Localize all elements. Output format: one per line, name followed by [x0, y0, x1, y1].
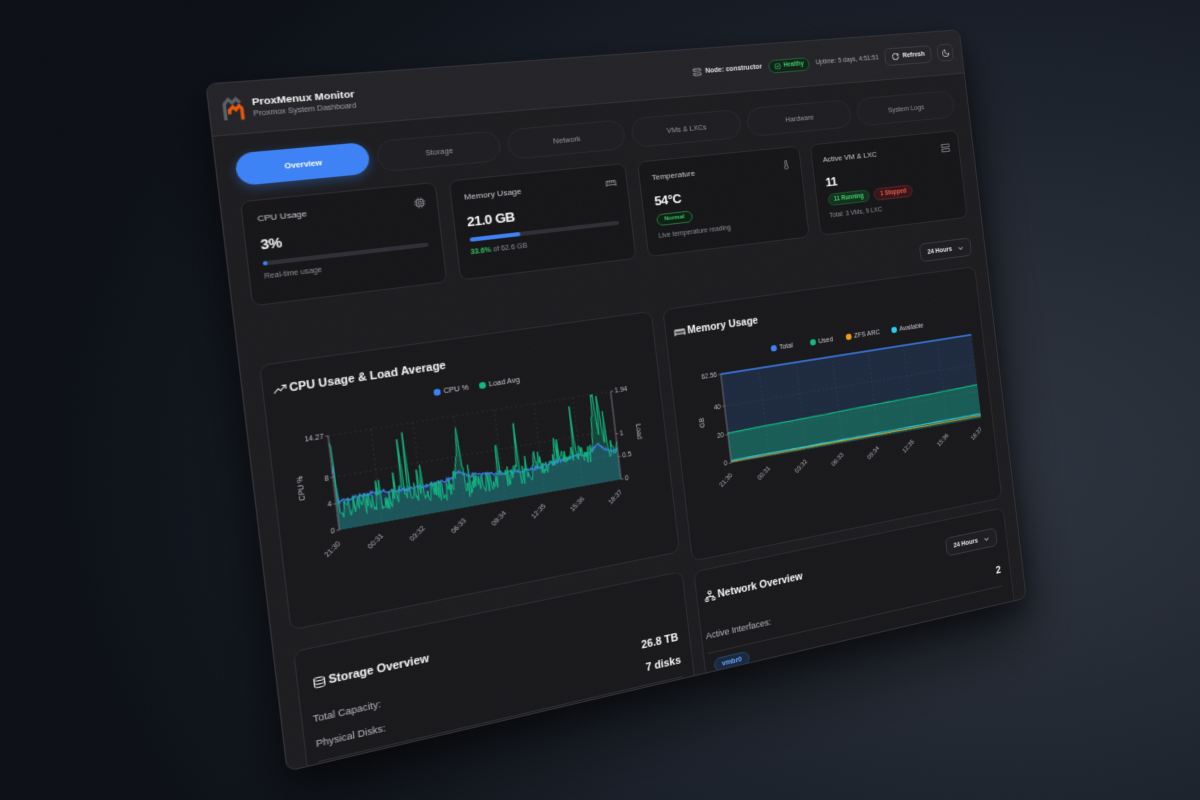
svg-text:18:37: 18:37: [607, 488, 624, 505]
svg-text:62.56: 62.56: [701, 371, 717, 381]
svg-text:00:31: 00:31: [756, 465, 772, 482]
svg-text:40: 40: [713, 403, 721, 412]
svg-text:8: 8: [324, 474, 329, 483]
svg-text:GB: GB: [697, 417, 706, 429]
svg-text:06:33: 06:33: [830, 451, 845, 467]
svg-text:21:30: 21:30: [323, 540, 343, 559]
svg-text:0: 0: [330, 527, 335, 536]
svg-text:09:34: 09:34: [866, 444, 881, 461]
svg-text:Total: Total: [779, 341, 794, 351]
svg-text:CPU %: CPU %: [294, 475, 307, 502]
svg-text:CPU %: CPU %: [443, 383, 469, 396]
svg-text:20: 20: [717, 431, 725, 440]
svg-text:03:32: 03:32: [408, 524, 427, 542]
svg-text:Load Avg: Load Avg: [488, 375, 520, 388]
svg-text:0: 0: [625, 474, 629, 482]
svg-text:15:36: 15:36: [568, 495, 585, 513]
svg-text:ZFS ARC: ZFS ARC: [854, 328, 881, 340]
svg-text:0.5: 0.5: [622, 450, 632, 459]
svg-text:12:35: 12:35: [901, 438, 916, 454]
svg-text:0: 0: [724, 460, 728, 468]
svg-text:Used: Used: [818, 335, 834, 345]
svg-text:21:30: 21:30: [718, 472, 734, 489]
svg-text:12:35: 12:35: [530, 502, 548, 520]
svg-text:1.94: 1.94: [614, 385, 628, 395]
svg-text:4: 4: [327, 500, 333, 509]
svg-text:15:36: 15:36: [936, 432, 950, 448]
svg-text:14.27: 14.27: [304, 432, 324, 443]
svg-text:03:32: 03:32: [793, 458, 808, 475]
svg-text:Load: Load: [634, 423, 644, 440]
svg-text:18:37: 18:37: [969, 426, 983, 442]
svg-text:1: 1: [619, 429, 624, 437]
svg-text:00:31: 00:31: [366, 532, 385, 551]
svg-text:09:34: 09:34: [490, 509, 509, 528]
svg-text:Available: Available: [899, 321, 924, 333]
svg-text:06:33: 06:33: [449, 517, 467, 535]
